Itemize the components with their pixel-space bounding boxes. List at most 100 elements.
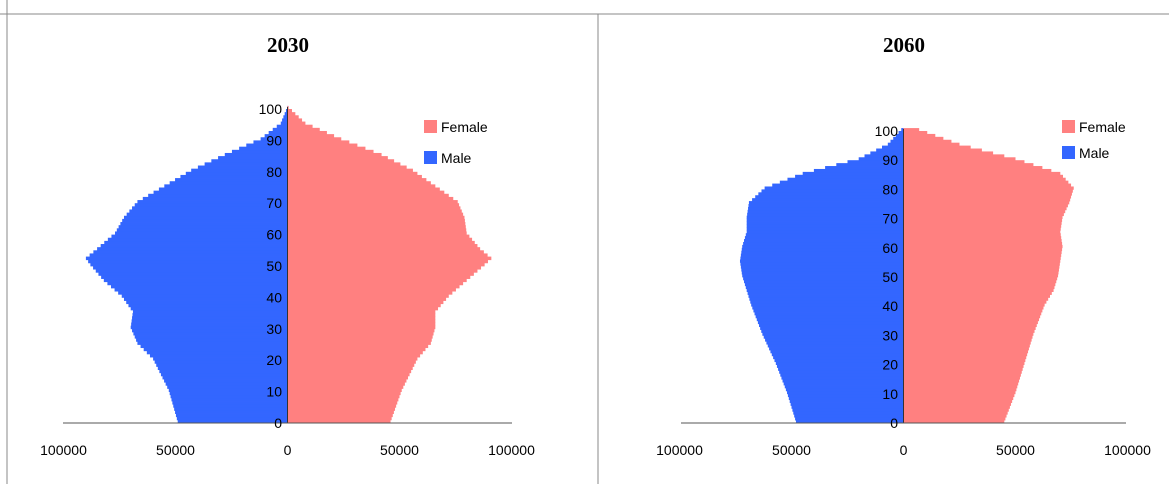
legend: Female Male xyxy=(1062,119,1126,161)
male-bar-age-43 xyxy=(748,294,904,298)
male-bar-age-35 xyxy=(132,309,288,314)
male-bar-age-47 xyxy=(744,282,904,287)
male-bar-age-49 xyxy=(93,266,288,270)
female-bar-age-85 xyxy=(287,152,382,157)
male-bar-age-2 xyxy=(175,413,288,418)
female-bar-age-60 xyxy=(287,231,467,235)
male-bar-age-82 xyxy=(779,180,904,184)
male-bar-age-50 xyxy=(742,274,904,278)
male-bar-age-16 xyxy=(780,373,904,377)
male-bar-age-29 xyxy=(763,335,904,339)
male-bar-age-44 xyxy=(107,281,288,286)
female-bar-age-40 xyxy=(287,294,449,298)
female-bar-age-11 xyxy=(287,385,404,389)
male-bar-age-34 xyxy=(757,320,904,325)
male-bar-age-17 xyxy=(157,366,288,371)
male-bar-age-64 xyxy=(122,218,288,223)
female-bar-age-53 xyxy=(287,253,488,257)
x-tick-labels: 100000 50000 0 50000 100000 xyxy=(656,442,1151,458)
female-bar-age-2 xyxy=(903,414,1007,418)
female-bar-age-32 xyxy=(287,319,436,323)
female-bar-age-64 xyxy=(287,218,465,223)
x-tick-label: 50000 xyxy=(996,442,1035,458)
male-bar-age-51 xyxy=(741,271,904,275)
male-bar-age-66 xyxy=(746,227,904,231)
male-bar-age-81 xyxy=(197,165,288,170)
female-bar-age-19 xyxy=(287,360,416,364)
female-bar-age-48 xyxy=(903,279,1057,284)
female-bar-age-26 xyxy=(287,338,432,342)
male-bar-age-3 xyxy=(793,411,904,415)
female-bar-age-48 xyxy=(287,269,478,273)
male-bar-age-43 xyxy=(110,284,288,289)
male-bar-age-17 xyxy=(779,370,904,374)
male-bar-age-37 xyxy=(754,312,904,316)
legend-female-label: Female xyxy=(1079,119,1126,135)
x-tick-label: 0 xyxy=(900,442,908,458)
female-bar-age-96 xyxy=(903,139,952,144)
female-bar-age-66 xyxy=(287,212,464,217)
female-bar-age-12 xyxy=(287,382,405,386)
female-bar-age-33 xyxy=(903,323,1037,328)
male-bar-age-42 xyxy=(114,287,288,292)
legend-male-swatch xyxy=(424,151,437,164)
male-bar-age-49 xyxy=(743,277,904,281)
female-bar-age-63 xyxy=(903,236,1062,240)
male-bar-age-61 xyxy=(743,241,904,246)
y-tick-label: 90 xyxy=(266,132,282,148)
male-bar-age-65 xyxy=(746,230,904,234)
female-bar-age-6 xyxy=(903,402,1012,406)
female-bar-age-85 xyxy=(903,171,1061,176)
male-bar-age-70 xyxy=(137,200,288,204)
male-bar-age-84 xyxy=(218,156,288,160)
female-bar-age-76 xyxy=(287,181,431,185)
male-bar-age-67 xyxy=(746,224,904,228)
female-bar-age-90 xyxy=(903,157,1016,161)
male-bar-age-76 xyxy=(752,198,904,202)
female-bar-age-61 xyxy=(903,241,1063,246)
male-bar-age-27 xyxy=(766,341,904,345)
male-bar-age-10 xyxy=(787,390,904,395)
female-bar-age-59 xyxy=(287,234,470,239)
female-bar-age-76 xyxy=(903,198,1071,202)
female-bar-age-44 xyxy=(903,291,1052,295)
female-bar-age-84 xyxy=(287,156,388,160)
legend-male-label: Male xyxy=(441,150,472,166)
y-tick-label: 0 xyxy=(274,415,282,431)
male-bar-age-44 xyxy=(747,291,904,295)
y-tick-label: 20 xyxy=(882,357,898,373)
male-bar-age-28 xyxy=(765,338,904,342)
male-bar-age-59 xyxy=(111,234,288,239)
female-bar-age-41 xyxy=(287,291,453,295)
female-bar-age-47 xyxy=(903,282,1056,287)
male-bar-age-92 xyxy=(870,151,904,155)
male-bar-age-31 xyxy=(761,329,904,333)
female-bar-age-78 xyxy=(287,174,422,179)
female-bar-age-4 xyxy=(287,407,396,411)
male-bar-age-19 xyxy=(776,364,904,368)
male-bar-age-99 xyxy=(285,109,288,113)
male-bar-age-9 xyxy=(169,391,288,396)
y-tick-label: 50 xyxy=(882,269,898,285)
male-bar-age-94 xyxy=(882,145,904,149)
female-bar-age-27 xyxy=(903,341,1031,345)
male-bar-age-64 xyxy=(745,233,904,237)
female-bar-age-7 xyxy=(287,397,399,402)
female-bar-age-62 xyxy=(287,225,466,229)
x-tick-label: 100000 xyxy=(1104,442,1151,458)
y-tick-label: 40 xyxy=(266,289,282,305)
y-tick-label: 60 xyxy=(882,240,898,256)
female-bar-age-64 xyxy=(903,233,1061,237)
female-bar-age-67 xyxy=(287,209,462,214)
female-bar-age-69 xyxy=(287,203,460,207)
male-bar-age-24 xyxy=(140,344,288,349)
male-bar-age-20 xyxy=(775,361,904,365)
female-bar-age-46 xyxy=(287,275,471,279)
female-bar-age-79 xyxy=(287,171,418,176)
male-bar-age-68 xyxy=(746,221,904,225)
x-tick-label: 100000 xyxy=(656,442,703,458)
male-bar-age-89 xyxy=(847,160,904,164)
female-bar-age-1 xyxy=(903,417,1006,421)
x-tick-label: 50000 xyxy=(772,442,811,458)
female-bar-age-87 xyxy=(287,146,366,151)
